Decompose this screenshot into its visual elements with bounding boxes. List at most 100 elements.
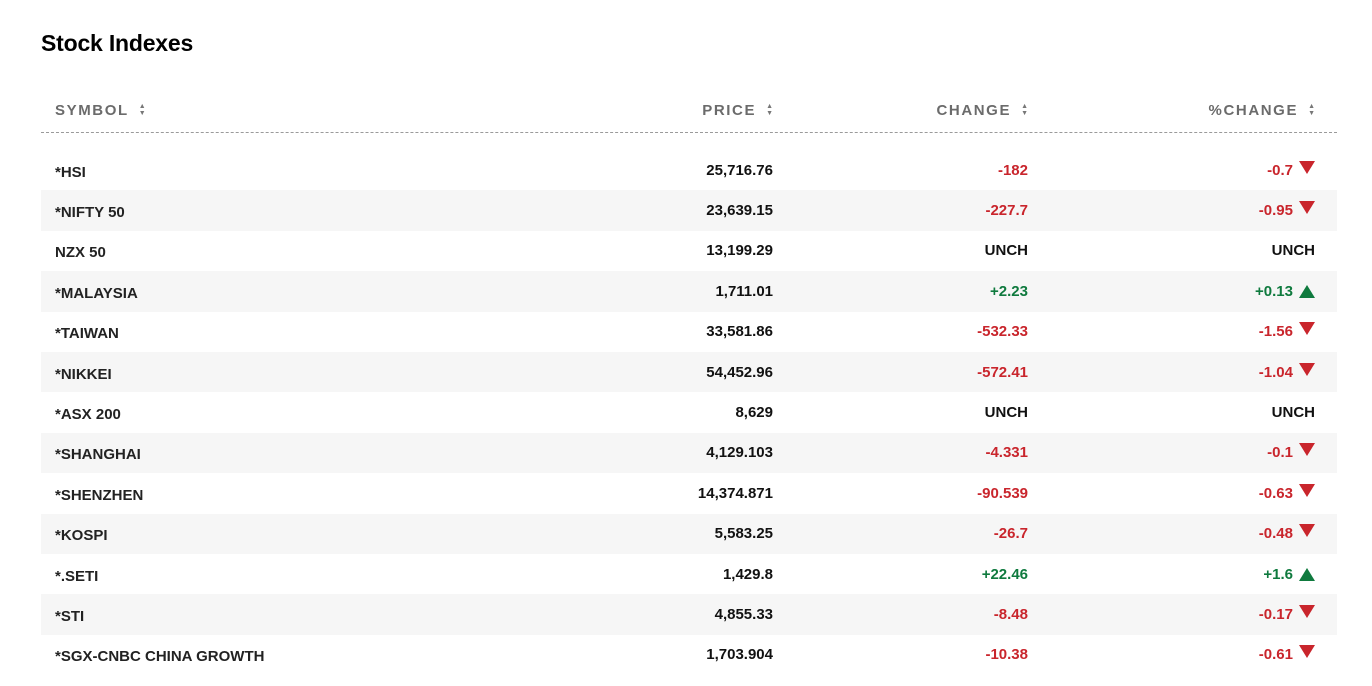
index-price-text: 4,855.33 xyxy=(714,605,773,623)
index-price: 5,583.25 xyxy=(715,514,773,554)
index-pct-change-text: +1.6 xyxy=(1263,565,1293,583)
index-price-text: 23,639.15 xyxy=(706,202,773,220)
index-price: 14,374.871 xyxy=(698,473,773,513)
index-change-text: -8.48 xyxy=(993,605,1028,623)
index-pct-change-text: +0.13 xyxy=(1255,282,1293,300)
index-change-text: UNCH xyxy=(984,242,1028,260)
index-symbol-link-text[interactable]: *SGX-CNBC CHINA GROWTH xyxy=(55,648,265,666)
table-row: *NIFTY 50 23,639.15 -227.7 -0.95 xyxy=(41,190,1337,232)
index-symbol-link[interactable]: *NIFTY 50 xyxy=(55,190,125,232)
down-triangle-icon xyxy=(1299,160,1315,174)
index-symbol-link[interactable]: *SGX-CNBC CHINA GROWTH xyxy=(55,635,264,677)
table-row: *.SETI 1,429.8 +22.46 +1.6 xyxy=(41,554,1337,594)
index-pct-change-text: -0.95 xyxy=(1258,202,1293,220)
index-symbol-link[interactable]: *TAIWAN xyxy=(55,312,119,354)
down-triangle-icon xyxy=(1299,362,1315,376)
index-price: 54,452.96 xyxy=(706,352,773,392)
down-triangle-icon xyxy=(1299,443,1315,457)
index-price-text: 54,452.96 xyxy=(706,363,773,381)
index-symbol-link-text[interactable]: *SHENZHEN xyxy=(55,486,144,504)
index-price: 23,639.15 xyxy=(706,190,773,230)
index-pct-change: -1.56 xyxy=(1259,312,1315,352)
index-change-text: +22.46 xyxy=(981,565,1028,583)
table-row: NZX 50 13,199.29 UNCH UNCH xyxy=(41,231,1337,271)
column-header-price[interactable]: PRICE ▲ ▼ xyxy=(702,100,773,120)
index-pct-change: -0.7 xyxy=(1267,150,1315,190)
index-symbol-link-text[interactable]: *.SETI xyxy=(55,567,99,585)
index-pct-change: +1.6 xyxy=(1263,554,1315,594)
index-pct-change: -0.17 xyxy=(1259,594,1315,634)
index-symbol-link-text[interactable]: *MALAYSIA xyxy=(55,284,138,302)
index-change: -227.7 xyxy=(985,190,1028,230)
index-change: -532.33 xyxy=(977,312,1028,352)
index-symbol-link-text[interactable]: *SHANGHAI xyxy=(55,446,141,464)
down-triangle-icon xyxy=(1299,201,1315,215)
down-triangle-icon xyxy=(1299,322,1315,336)
down-triangle-icon xyxy=(1299,604,1315,618)
index-price: 1,703.904 xyxy=(706,635,773,675)
index-price-text: 1,429.8 xyxy=(722,565,773,583)
index-symbol-link[interactable]: NZX 50 xyxy=(55,231,106,273)
column-header-symbol[interactable]: SYMBOL ▲ ▼ xyxy=(55,100,146,120)
sort-updown-icon[interactable]: ▲ ▼ xyxy=(138,103,146,117)
index-pct-change-text: -0.17 xyxy=(1258,605,1293,623)
index-price-text: 5,583.25 xyxy=(714,525,773,543)
table-row: *SHENZHEN 14,374.871 -90.539 -0.63 xyxy=(41,473,1337,513)
table-row: *SHANGHAI 4,129.103 -4.331 -0.1 xyxy=(41,432,1337,475)
column-header-pct-change-label: %CHANGE xyxy=(1208,101,1299,119)
column-header-change[interactable]: CHANGE ▲ ▼ xyxy=(936,100,1028,120)
index-symbol-link[interactable]: *HSI xyxy=(55,150,86,192)
index-symbol-link[interactable]: *NIKKEI xyxy=(55,352,112,394)
index-symbol-link-text[interactable]: *NIFTY 50 xyxy=(55,204,125,222)
index-symbol-link-text[interactable]: *TAIWAN xyxy=(55,325,119,343)
column-header-pct-change[interactable]: %CHANGE ▲ ▼ xyxy=(1209,100,1315,120)
index-symbol-link[interactable]: *KOSPI xyxy=(55,514,108,556)
index-symbol-link[interactable]: *MALAYSIA xyxy=(55,271,138,313)
index-change-text: UNCH xyxy=(984,404,1028,422)
index-price-text: 25,716.76 xyxy=(706,161,773,179)
index-symbol-link[interactable]: *ASX 200 xyxy=(55,392,121,434)
index-symbol-link[interactable]: *.SETI xyxy=(55,554,98,596)
index-pct-change-text: -0.48 xyxy=(1258,525,1293,543)
column-header-price-label: PRICE xyxy=(702,101,757,119)
index-symbol-link-text[interactable]: *NIKKEI xyxy=(55,365,112,383)
index-price: 13,199.29 xyxy=(706,231,773,271)
column-header-change-label: CHANGE xyxy=(936,101,1012,119)
sort-updown-icon[interactable]: ▲ ▼ xyxy=(1021,103,1028,117)
index-symbol-link-text[interactable]: *KOSPI xyxy=(55,527,108,545)
index-price: 8,629 xyxy=(735,392,773,432)
index-pct-change: +0.13 xyxy=(1255,271,1315,311)
index-symbol-link[interactable]: *SHENZHEN xyxy=(55,473,143,515)
index-change: +2.23 xyxy=(990,271,1028,311)
index-change: -572.41 xyxy=(977,352,1028,392)
index-change-text: -227.7 xyxy=(985,202,1028,220)
index-change-text: -182 xyxy=(997,161,1028,179)
sort-updown-icon[interactable]: ▲ ▼ xyxy=(1308,103,1315,117)
section-title: Stock Indexes xyxy=(41,30,194,56)
index-symbol-link-text[interactable]: *HSI xyxy=(55,163,86,181)
table-row: *MALAYSIA 1,711.01 +2.23 +0.13 xyxy=(41,271,1337,313)
index-change: -8.48 xyxy=(994,594,1028,634)
index-change-text: -572.41 xyxy=(977,363,1028,381)
index-pct-change-text: -0.61 xyxy=(1258,646,1293,664)
index-price: 33,581.86 xyxy=(706,312,773,352)
index-change-text: +2.23 xyxy=(990,282,1028,300)
table-row: *TAIWAN 33,581.86 -532.33 -1.56 xyxy=(41,312,1337,352)
sort-updown-icon[interactable]: ▲ ▼ xyxy=(766,103,773,117)
index-symbol-link[interactable]: *STI xyxy=(55,594,84,636)
up-triangle-icon xyxy=(1299,567,1315,581)
index-symbol-link-text[interactable]: *ASX 200 xyxy=(55,406,121,424)
table-row: *NIKKEI 54,452.96 -572.41 -1.04 xyxy=(41,351,1337,394)
up-triangle-icon xyxy=(1299,284,1315,298)
index-symbol-link[interactable]: *SHANGHAI xyxy=(55,433,141,475)
index-pct-change: -1.04 xyxy=(1259,352,1315,392)
index-symbol-link-text[interactable]: *STI xyxy=(55,607,85,625)
index-change: -10.38 xyxy=(985,635,1028,675)
index-symbol-link-text[interactable]: NZX 50 xyxy=(55,244,106,262)
index-change-text: -26.7 xyxy=(993,525,1028,543)
index-price-text: 33,581.86 xyxy=(706,323,773,341)
down-triangle-icon xyxy=(1299,483,1315,497)
index-pct-change: -0.48 xyxy=(1259,514,1315,554)
table-row: *SGX-CNBC CHINA GROWTH 1,703.904 -10.38 -0.… xyxy=(41,635,1337,675)
